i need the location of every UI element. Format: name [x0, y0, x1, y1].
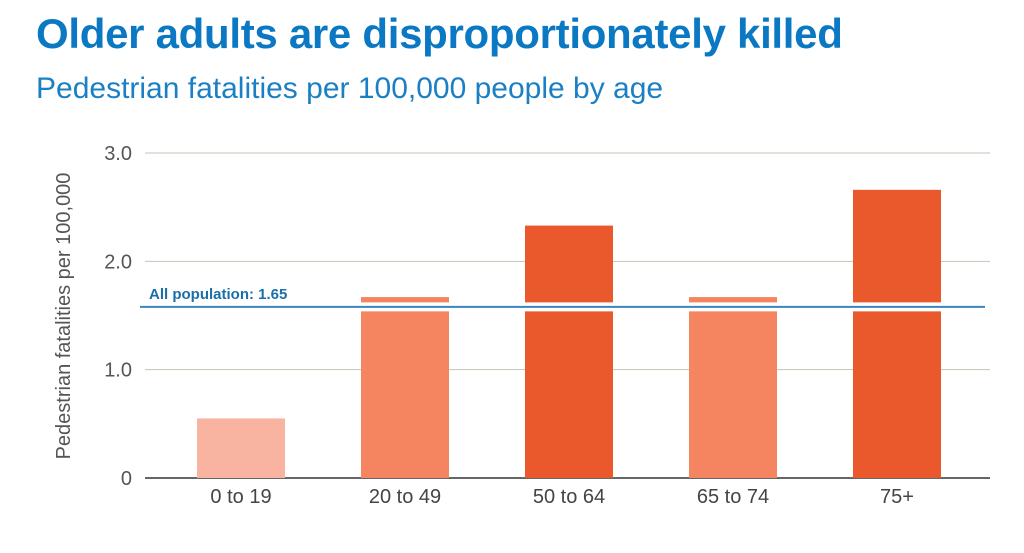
y-tick-label: 2.0 [104, 251, 132, 273]
bar-65-to-74 [689, 297, 777, 478]
chart-subtitle: Pedestrian fatalities per 100,000 people… [36, 72, 664, 105]
bar-0-to-19 [197, 418, 285, 478]
bar-50-to-64 [525, 225, 613, 478]
x-axis-ticks: 0 to 19 20 to 49 50 to 64 65 to 74 75+ [210, 486, 914, 508]
x-tick-label: 20 to 49 [369, 486, 441, 508]
x-tick-label: 50 to 64 [533, 486, 605, 508]
reference-line-label: All population: 1.65 [149, 286, 287, 303]
y-axis-ticks: 0 1.0 2.0 3.0 [104, 143, 132, 490]
y-tick-label: 1.0 [104, 360, 132, 382]
y-axis-label: Pedestrian fatalities per 100,000 [53, 173, 75, 460]
x-tick-label: 75+ [880, 486, 914, 508]
x-tick-label: 65 to 74 [697, 486, 769, 508]
bar-20-to-49 [361, 297, 449, 478]
y-tick-label: 3.0 [104, 143, 132, 165]
y-tick-label: 0 [121, 468, 132, 490]
bar-75- [853, 189, 941, 479]
reference-line-group: All population: 1.65 [140, 286, 985, 312]
bars [197, 189, 941, 479]
x-tick-label: 0 to 19 [210, 486, 271, 508]
chart-title: Older adults are disproportionately kill… [36, 10, 843, 57]
